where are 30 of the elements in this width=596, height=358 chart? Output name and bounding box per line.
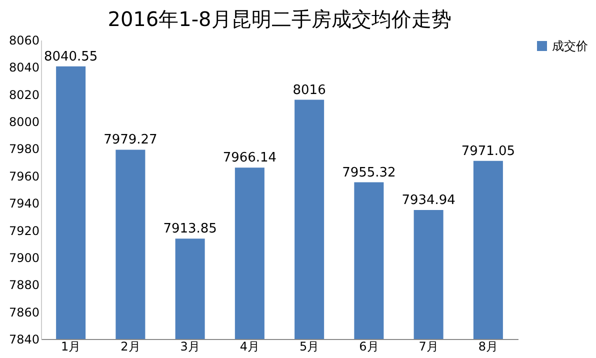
- data-label: 7913.85: [163, 222, 217, 237]
- chart-title: 2016年1-8月昆明二手房成交均价走势: [108, 7, 452, 31]
- x-tick-label: 2月: [120, 340, 140, 354]
- x-tick-label: 1月: [60, 340, 81, 354]
- y-tick-label: 8060: [8, 34, 40, 48]
- data-label: 7934.94: [402, 192, 456, 208]
- x-tick-label: 5月: [299, 340, 320, 354]
- y-tick-label: 7880: [8, 278, 40, 292]
- x-tick-label: 4月: [240, 340, 260, 354]
- y-tick-label: 8020: [8, 88, 40, 102]
- y-tick-label: 7840: [8, 332, 40, 346]
- legend-label: 成交价: [552, 39, 588, 53]
- y-tick-label: 7860: [8, 305, 40, 320]
- data-label: 7979.27: [104, 132, 158, 148]
- y-tick-label: 7940: [8, 196, 40, 211]
- x-tick-label: 7月: [418, 340, 438, 354]
- data-label: 8040.55: [44, 49, 98, 64]
- y-tick-label: 7960: [8, 169, 40, 184]
- data-label: 7971.05: [461, 144, 516, 159]
- y-tick-label: 7900: [8, 250, 40, 265]
- x-tick-label: 6月: [359, 340, 379, 354]
- y-tick-label: 7920: [8, 224, 40, 238]
- y-tick-label: 8040: [8, 60, 40, 75]
- y-tick-label: 8000: [8, 115, 40, 130]
- x-tick-label: 3月: [180, 340, 200, 354]
- data-label: 8016: [292, 82, 326, 98]
- data-label: 7955.32: [342, 165, 396, 180]
- data-label: 7966.14: [222, 150, 277, 166]
- x-tick-label: 8月: [478, 340, 498, 354]
- y-tick-label: 7980: [8, 142, 40, 156]
